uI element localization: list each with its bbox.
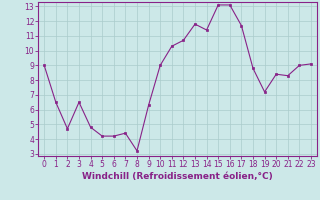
X-axis label: Windchill (Refroidissement éolien,°C): Windchill (Refroidissement éolien,°C) [82,172,273,181]
